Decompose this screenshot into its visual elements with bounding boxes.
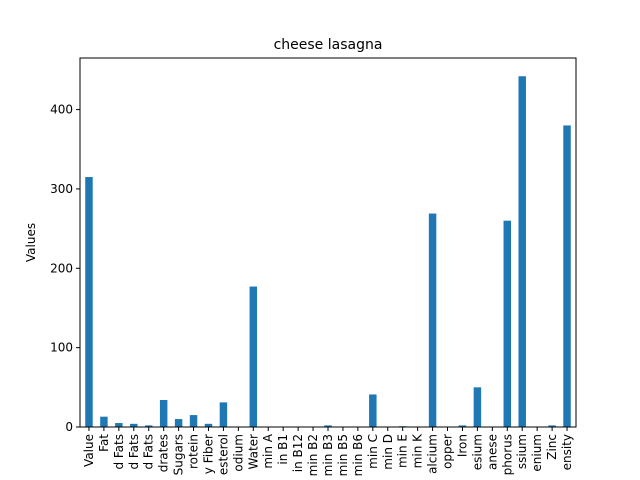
x-tick-label: min C (366, 434, 380, 469)
y-tick-label: 0 (65, 420, 73, 434)
x-tick-label: y Fiber (201, 434, 215, 474)
x-tick-label: d Fats (142, 434, 156, 470)
x-tick-label: Water (246, 434, 260, 470)
x-tick-label: min B2 (306, 434, 320, 476)
bar (458, 425, 467, 427)
x-tick-label: enium (530, 434, 544, 472)
x-tick-label: Zinc (545, 434, 559, 460)
x-tick-label: ensity (560, 434, 574, 470)
bar (189, 415, 198, 427)
x-tick-label: opper (441, 434, 455, 469)
y-tick-label: 200 (50, 261, 73, 275)
bar (100, 416, 108, 427)
y-axis: 0 100 200 300 400 (50, 103, 80, 434)
x-tick-label: odium (231, 434, 245, 472)
x-tick-label: min B3 (321, 434, 335, 476)
x-tick-label: min D (381, 434, 395, 470)
bar (563, 125, 571, 428)
x-tick-label: min K (411, 433, 425, 468)
x-tick-label: anese (485, 434, 499, 470)
x-tick-label: Iron (455, 434, 469, 457)
x-tick-label: Fat (97, 434, 111, 452)
x-tick-label: d Fats (127, 434, 141, 470)
bar (548, 425, 556, 427)
y-tick-label: 400 (50, 103, 73, 117)
bar (503, 220, 512, 427)
x-tick-label: min E (396, 434, 410, 468)
x-tick-label: in B12 (291, 434, 305, 472)
x-tick-label: rotein (187, 434, 201, 469)
bar (324, 425, 332, 427)
bar (249, 286, 258, 427)
x-tick-label: esium (470, 434, 484, 470)
bar (219, 402, 228, 427)
bar (369, 394, 377, 427)
x-tick-label: Sugars (172, 434, 186, 475)
x-tick-label: d Fats (112, 434, 126, 470)
x-tick-label: min B5 (336, 434, 350, 476)
x-tick-label: min B6 (351, 434, 365, 476)
bar (85, 177, 93, 427)
x-tick-label: ssium (515, 434, 529, 469)
bar (473, 387, 482, 427)
bars-group (85, 76, 571, 428)
x-tick-label: Value (82, 434, 96, 467)
plot-frame (79, 57, 577, 428)
x-tick-label: phorus (500, 434, 514, 475)
x-tick-label: in B1 (276, 434, 290, 465)
bar (159, 400, 168, 427)
bar (144, 425, 153, 427)
x-tick-label: drates (157, 434, 171, 472)
bar (174, 419, 183, 427)
bar (518, 76, 526, 427)
bar (204, 423, 213, 427)
x-tick-label: esterol (216, 434, 230, 475)
y-tick-label: 100 (50, 341, 73, 355)
chart-title: cheese lasagna (274, 37, 383, 53)
x-tick-label: alcium (426, 434, 440, 474)
y-axis-label: Values (24, 223, 38, 262)
bar (130, 423, 138, 427)
x-tick-label: min A (261, 433, 275, 468)
x-axis: Value Fat d Fats d Fats d Fats drates Sugars ro… (82, 427, 574, 476)
bar (428, 213, 437, 427)
y-tick-label: 300 (50, 182, 73, 196)
bar (115, 423, 123, 427)
